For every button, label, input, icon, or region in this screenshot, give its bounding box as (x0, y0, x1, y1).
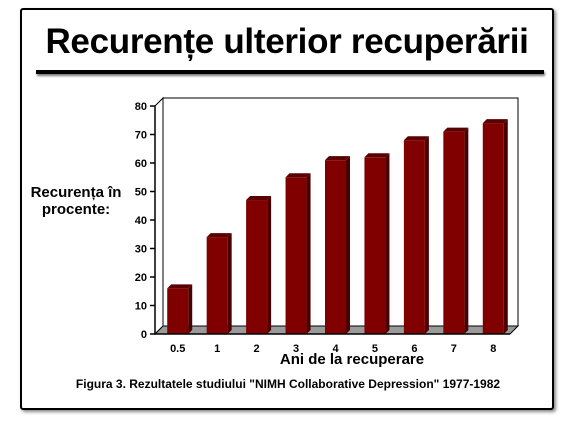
y-tick-label: 30 (135, 244, 147, 256)
bar-top (285, 173, 311, 178)
bar (285, 177, 307, 334)
y-tick-label: 80 (135, 101, 147, 113)
x-tick-label: 0.5 (170, 343, 185, 355)
bar-top (167, 284, 193, 289)
x-tick-label: 7 (451, 343, 457, 355)
bar (403, 140, 425, 334)
bar (443, 131, 465, 334)
bar-side (424, 136, 429, 334)
x-tick-label: 8 (490, 343, 496, 355)
bar-side (188, 284, 193, 334)
x-tick-label: 1 (214, 343, 220, 355)
bar-side (503, 119, 508, 334)
bar (206, 237, 228, 334)
bar-top (206, 233, 232, 238)
bar-side (385, 153, 390, 334)
bar-side (267, 196, 272, 334)
bar-top (403, 136, 429, 141)
slide-title: Recurențe ulterior recuperării (45, 22, 529, 61)
figure-caption: Figura 3. Rezultatele studiului "NIMH Co… (75, 377, 501, 391)
x-tick-label: 6 (411, 343, 417, 355)
y-tick-label: 10 (135, 301, 147, 313)
bar-top (325, 156, 350, 161)
bar-top (443, 127, 469, 132)
y-tick-label: 50 (135, 187, 147, 199)
bar (482, 123, 504, 334)
y-tick-label: 0 (141, 329, 147, 341)
bar-top (482, 119, 508, 124)
bar (167, 288, 189, 334)
bar-side (306, 173, 311, 334)
bar (325, 160, 346, 334)
bar (364, 157, 386, 334)
x-axis-title: Ani de la recuperare (279, 351, 425, 368)
bar-side (464, 127, 469, 335)
title-underline (36, 70, 544, 74)
x-tick-label: 5 (372, 343, 378, 355)
bar-side (346, 156, 350, 334)
x-tick-label: 4 (332, 343, 339, 355)
y-tick-label: 40 (135, 215, 147, 227)
y-tick-label: 20 (135, 272, 147, 284)
plot-side-wall (154, 96, 164, 336)
x-tick-label: 2 (254, 343, 260, 355)
bar-top (364, 153, 390, 158)
y-tick-label: 60 (135, 158, 147, 170)
x-tick-label: 3 (293, 343, 299, 355)
y-axis-title: Recurența în procente: (30, 184, 122, 218)
bar (246, 200, 268, 334)
y-tick-label: 70 (135, 130, 147, 142)
bar-side (227, 233, 232, 334)
bar-top (246, 196, 272, 201)
